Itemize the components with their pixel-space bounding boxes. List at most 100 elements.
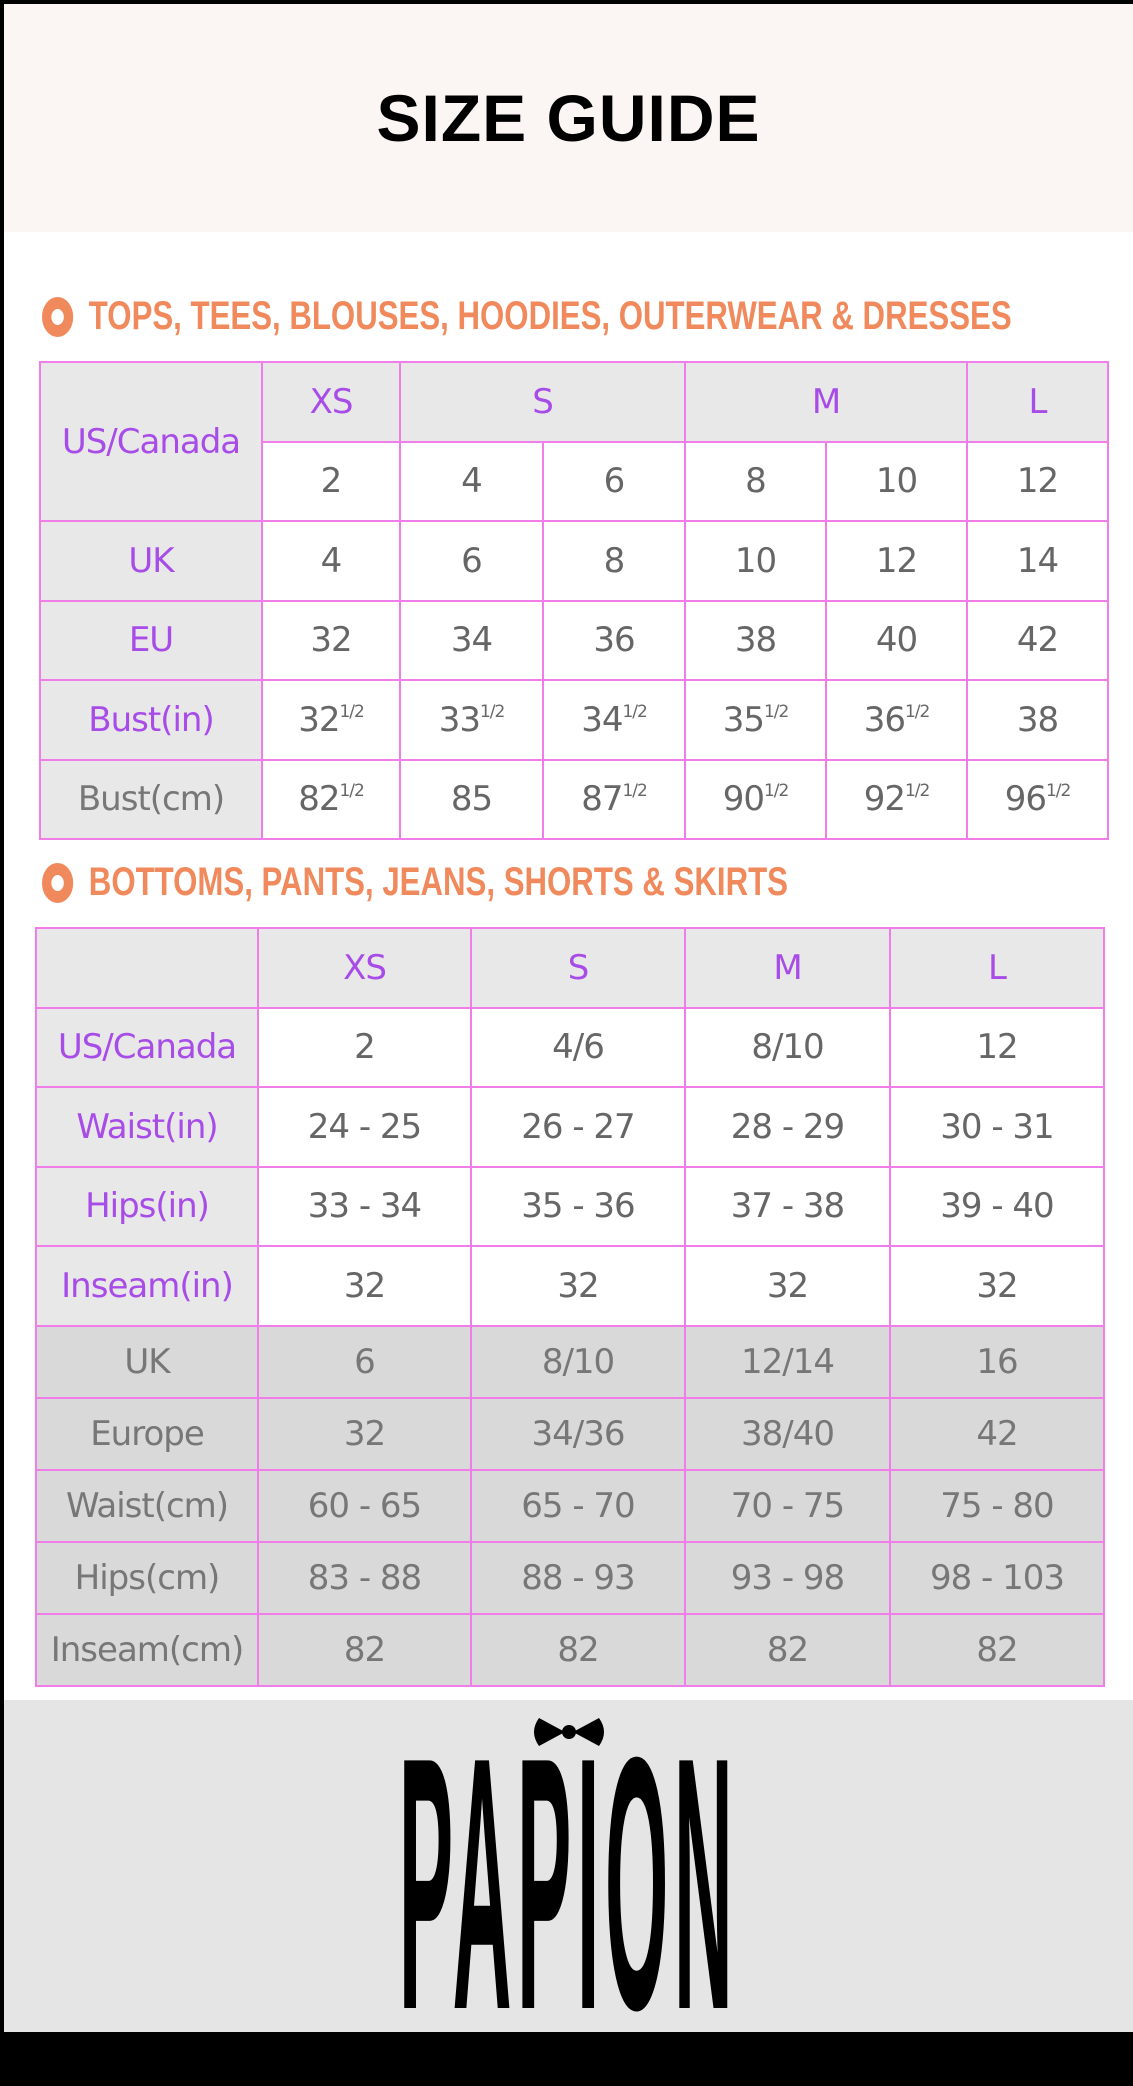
cell: 32 [470,1245,686,1327]
cell-fraction: 1/2 [904,781,930,802]
cell: 32 [257,1396,472,1471]
cell: 8 [684,440,827,522]
cell: 93 - 98 [684,1540,891,1615]
cell: 10 [684,520,827,602]
cell: 4 [399,440,544,522]
cell: 961/2 [966,758,1109,840]
cell: 12 [825,520,968,602]
cell-fraction: 1/2 [339,781,364,802]
bottoms-section-heading: BOTTOMS, PANTS, JEANS, SHORTS & SKIRTS [42,860,788,905]
size-header: M [684,927,891,1009]
cell-whole: 38 [1016,699,1059,740]
row-label: Bust(cm) [39,758,263,840]
cell: 16 [889,1324,1105,1399]
size-header: XS [257,927,472,1009]
table-row: Bust(in) 321/2 331/2 341/2 351/2 361/2 38 [39,679,1109,761]
table-row: Waist(cm) 60 - 65 65 - 70 70 - 75 75 - 80 [35,1468,1105,1543]
cell-whole: 85 [450,779,493,820]
tops-size-table: US/Canada XS S M L 2 4 6 8 10 12 UK 4 6 8 10 12 14 E… [39,361,1109,840]
table-row: 2 4 6 8 10 12 [40,440,1109,522]
row-label: Europe [35,1396,259,1471]
cell: 30 - 31 [889,1086,1105,1168]
row-label: US/Canada [35,1006,259,1088]
cell: 6 [257,1324,472,1399]
table-row: Inseam(in) 32 32 32 32 [35,1245,1105,1327]
cell: 83 - 88 [257,1540,472,1615]
cell: 39 - 40 [889,1165,1105,1247]
row-label: Bust(in) [39,679,263,761]
cell: 921/2 [825,758,968,840]
cell: 4/6 [470,1006,686,1088]
cell: 82 [889,1612,1105,1687]
row-label: Inseam(in) [35,1245,259,1327]
cell: 4 [261,520,401,602]
cell: 82 [257,1612,472,1687]
table-row: US/Canada 2 4/6 8/10 12 [35,1006,1105,1088]
cell: 351/2 [684,679,827,761]
cell-fraction: 1/2 [763,781,789,802]
size-guide-page: SIZE GUIDE TOPS, TEES, BLOUSES, HOODIES,… [4,4,1133,2065]
cell: 331/2 [399,679,544,761]
row-label: Waist(in) [35,1086,259,1168]
cell: 821/2 [261,758,401,840]
cell: 26 - 27 [470,1086,686,1168]
cell: 38 [966,679,1109,761]
tops-heading-text: TOPS, TEES, BLOUSES, HOODIES, OUTERWEAR … [88,294,1012,338]
cell: 871/2 [542,758,686,840]
cell: 35 - 36 [470,1165,686,1247]
row-label: Waist(cm) [35,1468,259,1543]
cell-whole: 92 [863,779,906,820]
cell: 10 [825,440,968,522]
cell: 8 [542,520,686,602]
cell-whole: 82 [298,779,340,820]
row-label: UK [39,520,263,602]
title-band: SIZE GUIDE [4,4,1133,232]
row-label: Hips(cm) [35,1540,259,1615]
cell: 2 [257,1006,472,1088]
cell: 321/2 [261,679,401,761]
cell: 6 [399,520,544,602]
cell: 2 [261,440,401,522]
cell: 341/2 [542,679,686,761]
cell: 32 [889,1245,1105,1327]
table-row: Inseam(cm) 82 82 82 82 [35,1612,1105,1687]
size-header: S [399,361,686,443]
cell: 38/40 [684,1396,891,1471]
size-header: XS [261,361,401,443]
cell: 12/14 [684,1324,891,1399]
cell: 36 [542,599,686,681]
cell: 901/2 [684,758,827,840]
cell: 8/10 [470,1324,686,1399]
size-header: L [966,361,1109,443]
table-row: Hips(in) 33 - 34 35 - 36 37 - 38 39 - 40 [35,1165,1105,1247]
cell: 42 [889,1396,1105,1471]
row-label: UK [35,1324,259,1399]
cell: 12 [889,1006,1105,1088]
cell-fraction: 1/2 [622,781,647,802]
table-row: Bust(cm) 821/2 85 871/2 901/2 921/2 961/2 [39,758,1109,840]
page-title: SIZE GUIDE [376,81,761,155]
size-header: M [684,361,968,443]
table-row: Waist(in) 24 - 25 26 - 27 28 - 29 30 - 31 [35,1086,1105,1168]
cell-whole: 36 [863,699,906,740]
cell-whole: 33 [438,699,481,740]
cell: 82 [684,1612,891,1687]
row-label: EU [39,599,263,681]
cell-fraction: 1/2 [622,701,647,722]
cell: 38 [684,599,827,681]
size-header: S [470,927,686,1009]
table-row: EU 32 34 36 38 40 42 [39,599,1109,681]
cell: 98 - 103 [889,1540,1105,1615]
cell-whole: 87 [581,779,623,820]
bow-tie-icon [533,1718,604,1746]
cell: 33 - 34 [257,1165,472,1247]
table-row: UK 6 8/10 12/14 16 [35,1324,1105,1399]
cell-whole: 35 [722,699,765,740]
cell-fraction: 1/2 [479,701,505,722]
cell: 12 [966,440,1109,522]
row-label: Hips(in) [35,1165,259,1247]
cell: 8/10 [684,1006,891,1088]
brand-logo-text: PAPION [398,1684,739,2086]
cell: 88 - 93 [470,1540,686,1615]
cell: 85 [399,758,544,840]
